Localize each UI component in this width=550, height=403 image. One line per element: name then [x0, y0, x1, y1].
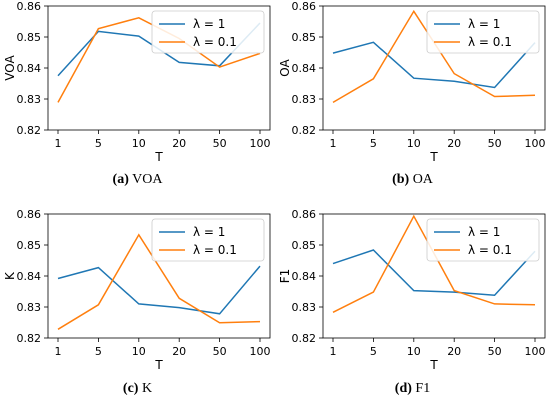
chart-oa: 0.82 0.83 0.84 0.85 0.86 1 5 10 20 50 100 T OA λ = 1 λ…	[278, 0, 546, 164]
y-tick-label: 0.86	[292, 208, 317, 221]
y-tick-label: 0.83	[17, 301, 42, 314]
caption-label: (b)	[392, 172, 410, 187]
x-tick-label: 50	[488, 137, 502, 150]
x-tick-label: 20	[172, 345, 186, 358]
y-tick-label: 0.86	[292, 0, 317, 13]
series-line-2	[57, 233, 261, 330]
caption-text: F1	[415, 381, 431, 396]
legend-label: λ = 1	[193, 225, 225, 239]
x-tick-label: 20	[447, 137, 461, 150]
x-axis-label: T	[154, 150, 163, 164]
series-line-1	[332, 249, 536, 296]
y-axis-label: VOA	[3, 54, 17, 80]
x-tick-label: 10	[407, 345, 421, 358]
legend-label: λ = 0.1	[193, 35, 237, 49]
x-tick-label: 100	[250, 137, 271, 150]
x-tick-label: 5	[95, 345, 102, 358]
caption-k: (c) K	[0, 381, 275, 397]
series-line-1	[57, 265, 261, 315]
y-tick-label: 0.83	[17, 93, 42, 106]
chart-voa: 0.82 0.83 0.84 0.85 0.86 1 5 10 20 50 100 T VOA λ = 1…	[3, 0, 271, 164]
chart-panel-voa: 0.82 0.83 0.84 0.85 0.86 1 5 10 20 50 100 T VOA λ = 1…	[0, 0, 275, 170]
plot-frame	[322, 213, 546, 339]
y-tick-label: 0.85	[292, 31, 317, 44]
x-axis-label: T	[154, 358, 163, 372]
plot-frame	[47, 213, 271, 339]
x-tick-label: 100	[525, 345, 546, 358]
chart-f1: 0.82 0.83 0.84 0.85 0.86 1 5 10 20 50 100 T F1 λ = 1 λ…	[278, 208, 546, 372]
y-tick-label: 0.85	[17, 31, 42, 44]
x-tick-label: 5	[95, 137, 102, 150]
x-tick-label: 10	[132, 345, 146, 358]
legend-label: λ = 0.1	[468, 243, 512, 257]
caption-label: (c)	[122, 381, 139, 396]
y-axis-label: OA	[278, 58, 292, 76]
legend-label: λ = 1	[468, 225, 500, 239]
y-axis-label: F1	[278, 269, 292, 284]
x-tick-label: 100	[525, 137, 546, 150]
x-tick-label: 50	[213, 137, 227, 150]
caption-text: K	[141, 381, 153, 396]
x-tick-label: 100	[250, 345, 271, 358]
y-tick-label: 0.84	[17, 62, 42, 75]
x-axis-label: T	[429, 358, 438, 372]
y-tick-label: 0.86	[17, 208, 42, 221]
y-tick-label: 0.82	[17, 124, 42, 137]
y-tick-label: 0.86	[17, 0, 42, 13]
chart-panel-oa: 0.82 0.83 0.84 0.85 0.86 1 5 10 20 50 100 T OA λ = 1 λ…	[275, 0, 550, 170]
x-tick-label: 5	[370, 345, 377, 358]
x-tick-label: 10	[132, 137, 146, 150]
y-tick-label: 0.84	[292, 270, 317, 283]
legend-label: λ = 0.1	[468, 35, 512, 49]
y-tick-label: 0.82	[17, 332, 42, 345]
caption-label: (d)	[394, 381, 412, 396]
y-tick-label: 0.84	[292, 62, 317, 75]
chart-k: 0.82 0.83 0.84 0.85 0.86 1 5 10 20 50 100 T Kλ = 1 λ …	[3, 208, 271, 372]
y-tick-label: 0.85	[292, 239, 317, 252]
caption-oa: (b) OA	[275, 172, 550, 188]
x-tick-label: 1	[330, 137, 337, 150]
x-tick-label: 20	[447, 345, 461, 358]
y-tick-label: 0.82	[292, 332, 317, 345]
chart-panel-f1: 0.82 0.83 0.84 0.85 0.86 1 5 10 20 50 100 T F1 λ = 1 λ…	[275, 208, 550, 378]
y-tick-label: 0.85	[17, 239, 42, 252]
caption-voa: (a) VOA	[0, 172, 275, 188]
x-tick-label: 1	[55, 137, 62, 150]
caption-label: (a)	[112, 172, 129, 187]
plot-frame	[47, 5, 271, 131]
x-tick-label: 50	[213, 345, 227, 358]
plot-frame	[322, 5, 546, 131]
caption-f1: (d) F1	[275, 381, 550, 397]
x-tick-label: 50	[488, 345, 502, 358]
x-tick-label: 5	[370, 137, 377, 150]
y-tick-label: 0.82	[292, 124, 317, 137]
x-tick-label: 20	[172, 137, 186, 150]
x-tick-label: 10	[407, 137, 421, 150]
y-tick-label: 0.83	[292, 301, 317, 314]
legend-label: λ = 1	[193, 17, 225, 31]
x-tick-label: 1	[55, 345, 62, 358]
y-tick-label: 0.83	[292, 93, 317, 106]
caption-text: VOA	[132, 172, 163, 187]
series-line-1	[332, 41, 536, 89]
y-tick-label: 0.84	[17, 270, 42, 283]
legend-label: λ = 1	[468, 17, 500, 31]
x-tick-label: 1	[330, 345, 337, 358]
x-axis-label: T	[429, 150, 438, 164]
caption-text: OA	[412, 172, 433, 187]
legend-label: λ = 0.1	[193, 243, 237, 257]
y-axis-label: K	[3, 271, 17, 280]
